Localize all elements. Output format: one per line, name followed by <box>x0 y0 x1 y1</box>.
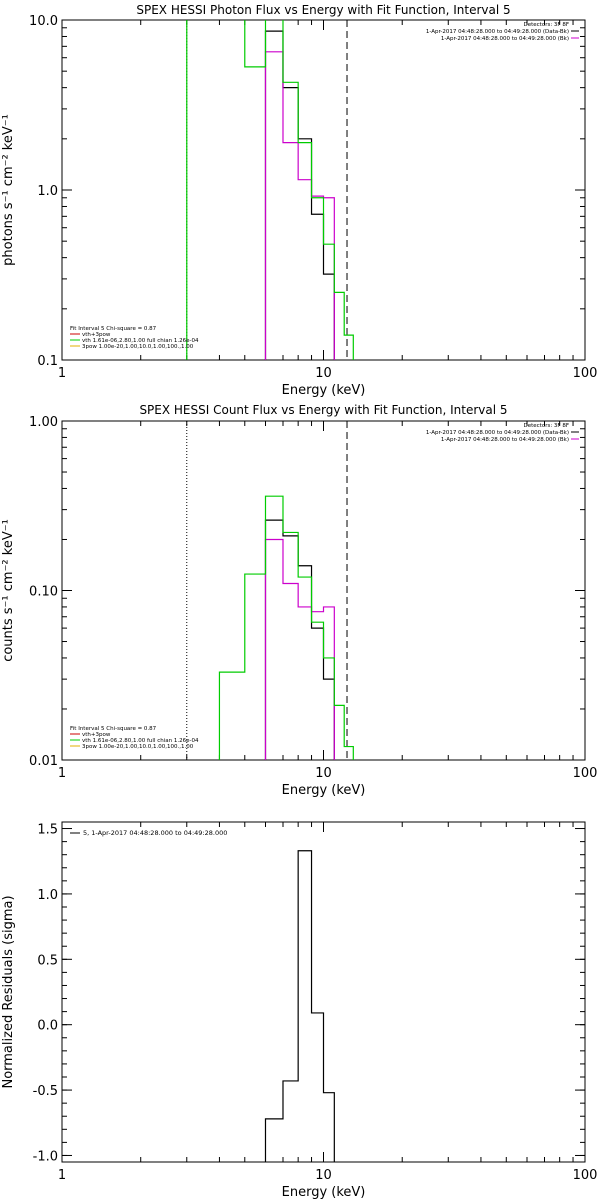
legend-label: vth+3pow <box>82 332 111 338</box>
axes-frame <box>61 19 586 361</box>
chart-title: SPEX HESSI Photon Flux vs Energy with Fi… <box>136 3 510 17</box>
x-tick-label: 1 <box>58 766 66 781</box>
legend-label: 1-Apr-2017 04:48:28.000 to 04:49:28.000 … <box>426 29 569 35</box>
x-tick-label: 100 <box>573 766 598 781</box>
series-data-bk-histogram <box>264 30 335 360</box>
y-axis-label: counts s⁻¹ cm⁻² keV⁻¹ <box>1 519 16 662</box>
x-axis-label: Energy (keV) <box>282 1185 366 1200</box>
legend-label: vth+3pow <box>82 732 111 738</box>
y-axis-label: Normalized Residuals (sigma) <box>1 895 16 1088</box>
panel-3: 1 10 100 Energy (keV) -1.0 -0.5 0.0 0.5 1.0 1.5 No… <box>1 821 598 1200</box>
y-tick-label: 1.0 <box>37 184 58 199</box>
x-axis-label: Energy (keV) <box>282 383 366 398</box>
y-tick-label: 0.10 <box>29 585 58 600</box>
y-tick-label: 1.00 <box>29 415 58 430</box>
series-bk-histogram <box>264 538 335 760</box>
x-tick-label: 1 <box>58 366 66 381</box>
y-tick-label: 0.1 <box>37 354 58 369</box>
x-tick-label: 100 <box>573 1168 598 1183</box>
legend-detectors: Detectors: 3F 8F <box>523 423 569 429</box>
y-tick-label: -0.5 <box>33 1084 58 1099</box>
axes-frame <box>61 420 586 761</box>
y-tick-label: 1.0 <box>37 888 58 903</box>
x-tick-label: 10 <box>315 366 332 381</box>
plot-area <box>186 421 354 760</box>
axes-frame <box>61 821 586 1163</box>
legend-fit-header: Fit Interval 5 Chi-square = 0.87 <box>70 726 157 732</box>
panel-1: SPEX HESSI Photon Flux vs Energy with Fi… <box>1 3 598 398</box>
chart-title: SPEX HESSI Count Flux vs Energy with Fit… <box>139 403 507 417</box>
series-fit-histogram <box>186 20 354 360</box>
y-axis-label: photons s⁻¹ cm⁻² keV⁻¹ <box>1 114 16 266</box>
series-data-bk-histogram <box>264 519 335 760</box>
plot-area <box>264 850 335 1162</box>
legend-label: 3pow 1.00e-20,1.00,10.0,1.00,100.,1.00 <box>82 744 194 750</box>
legend-label: vth 1.61e-06,2.80,1.00 full chian 1.26e-… <box>82 338 199 344</box>
y-tick-label: -1.0 <box>33 1149 58 1164</box>
series-bk-histogram <box>264 51 335 360</box>
legend-label: 1-Apr-2017 04:48:28.000 to 04:49:28.000 … <box>441 437 569 443</box>
x-tick-label: 10 <box>315 766 332 781</box>
x-axis-label: Energy (keV) <box>282 783 366 798</box>
legend-label: 1-Apr-2017 04:48:28.000 to 04:49:28.000 … <box>426 430 569 436</box>
series-5-histogram <box>264 850 335 1162</box>
legend-label: vth 1.61e-06,2.80,1.00 full chian 1.26e-… <box>82 738 199 744</box>
legend-label: 1-Apr-2017 04:48:28.000 to 04:49:28.000 … <box>441 36 569 42</box>
x-tick-label: 1 <box>58 1168 66 1183</box>
legend-label: 5, 1-Apr-2017 04:48:28.000 to 04:49:28.0… <box>83 829 227 837</box>
y-tick-label: 0.0 <box>37 1019 58 1034</box>
legend-fit-header: Fit Interval 5 Chi-square = 0.87 <box>70 326 157 332</box>
panel-2: SPEX HESSI Count Flux vs Energy with Fit… <box>1 403 598 798</box>
series-fit-histogram <box>203 495 354 760</box>
x-tick-label: 100 <box>573 366 598 381</box>
y-tick-label: 1.5 <box>37 823 58 838</box>
legend-label: 3pow 1.00e-20,1.00,10.0,1.00,100.,1.00 <box>82 344 194 350</box>
legend-detectors: Detectors: 3F 8F <box>523 22 569 28</box>
y-tick-label: 0.01 <box>29 754 58 769</box>
y-tick-label: 0.5 <box>37 953 58 968</box>
x-tick-label: 10 <box>315 1168 332 1183</box>
plot-area <box>186 20 354 360</box>
y-tick-label: 10.0 <box>29 14 58 29</box>
